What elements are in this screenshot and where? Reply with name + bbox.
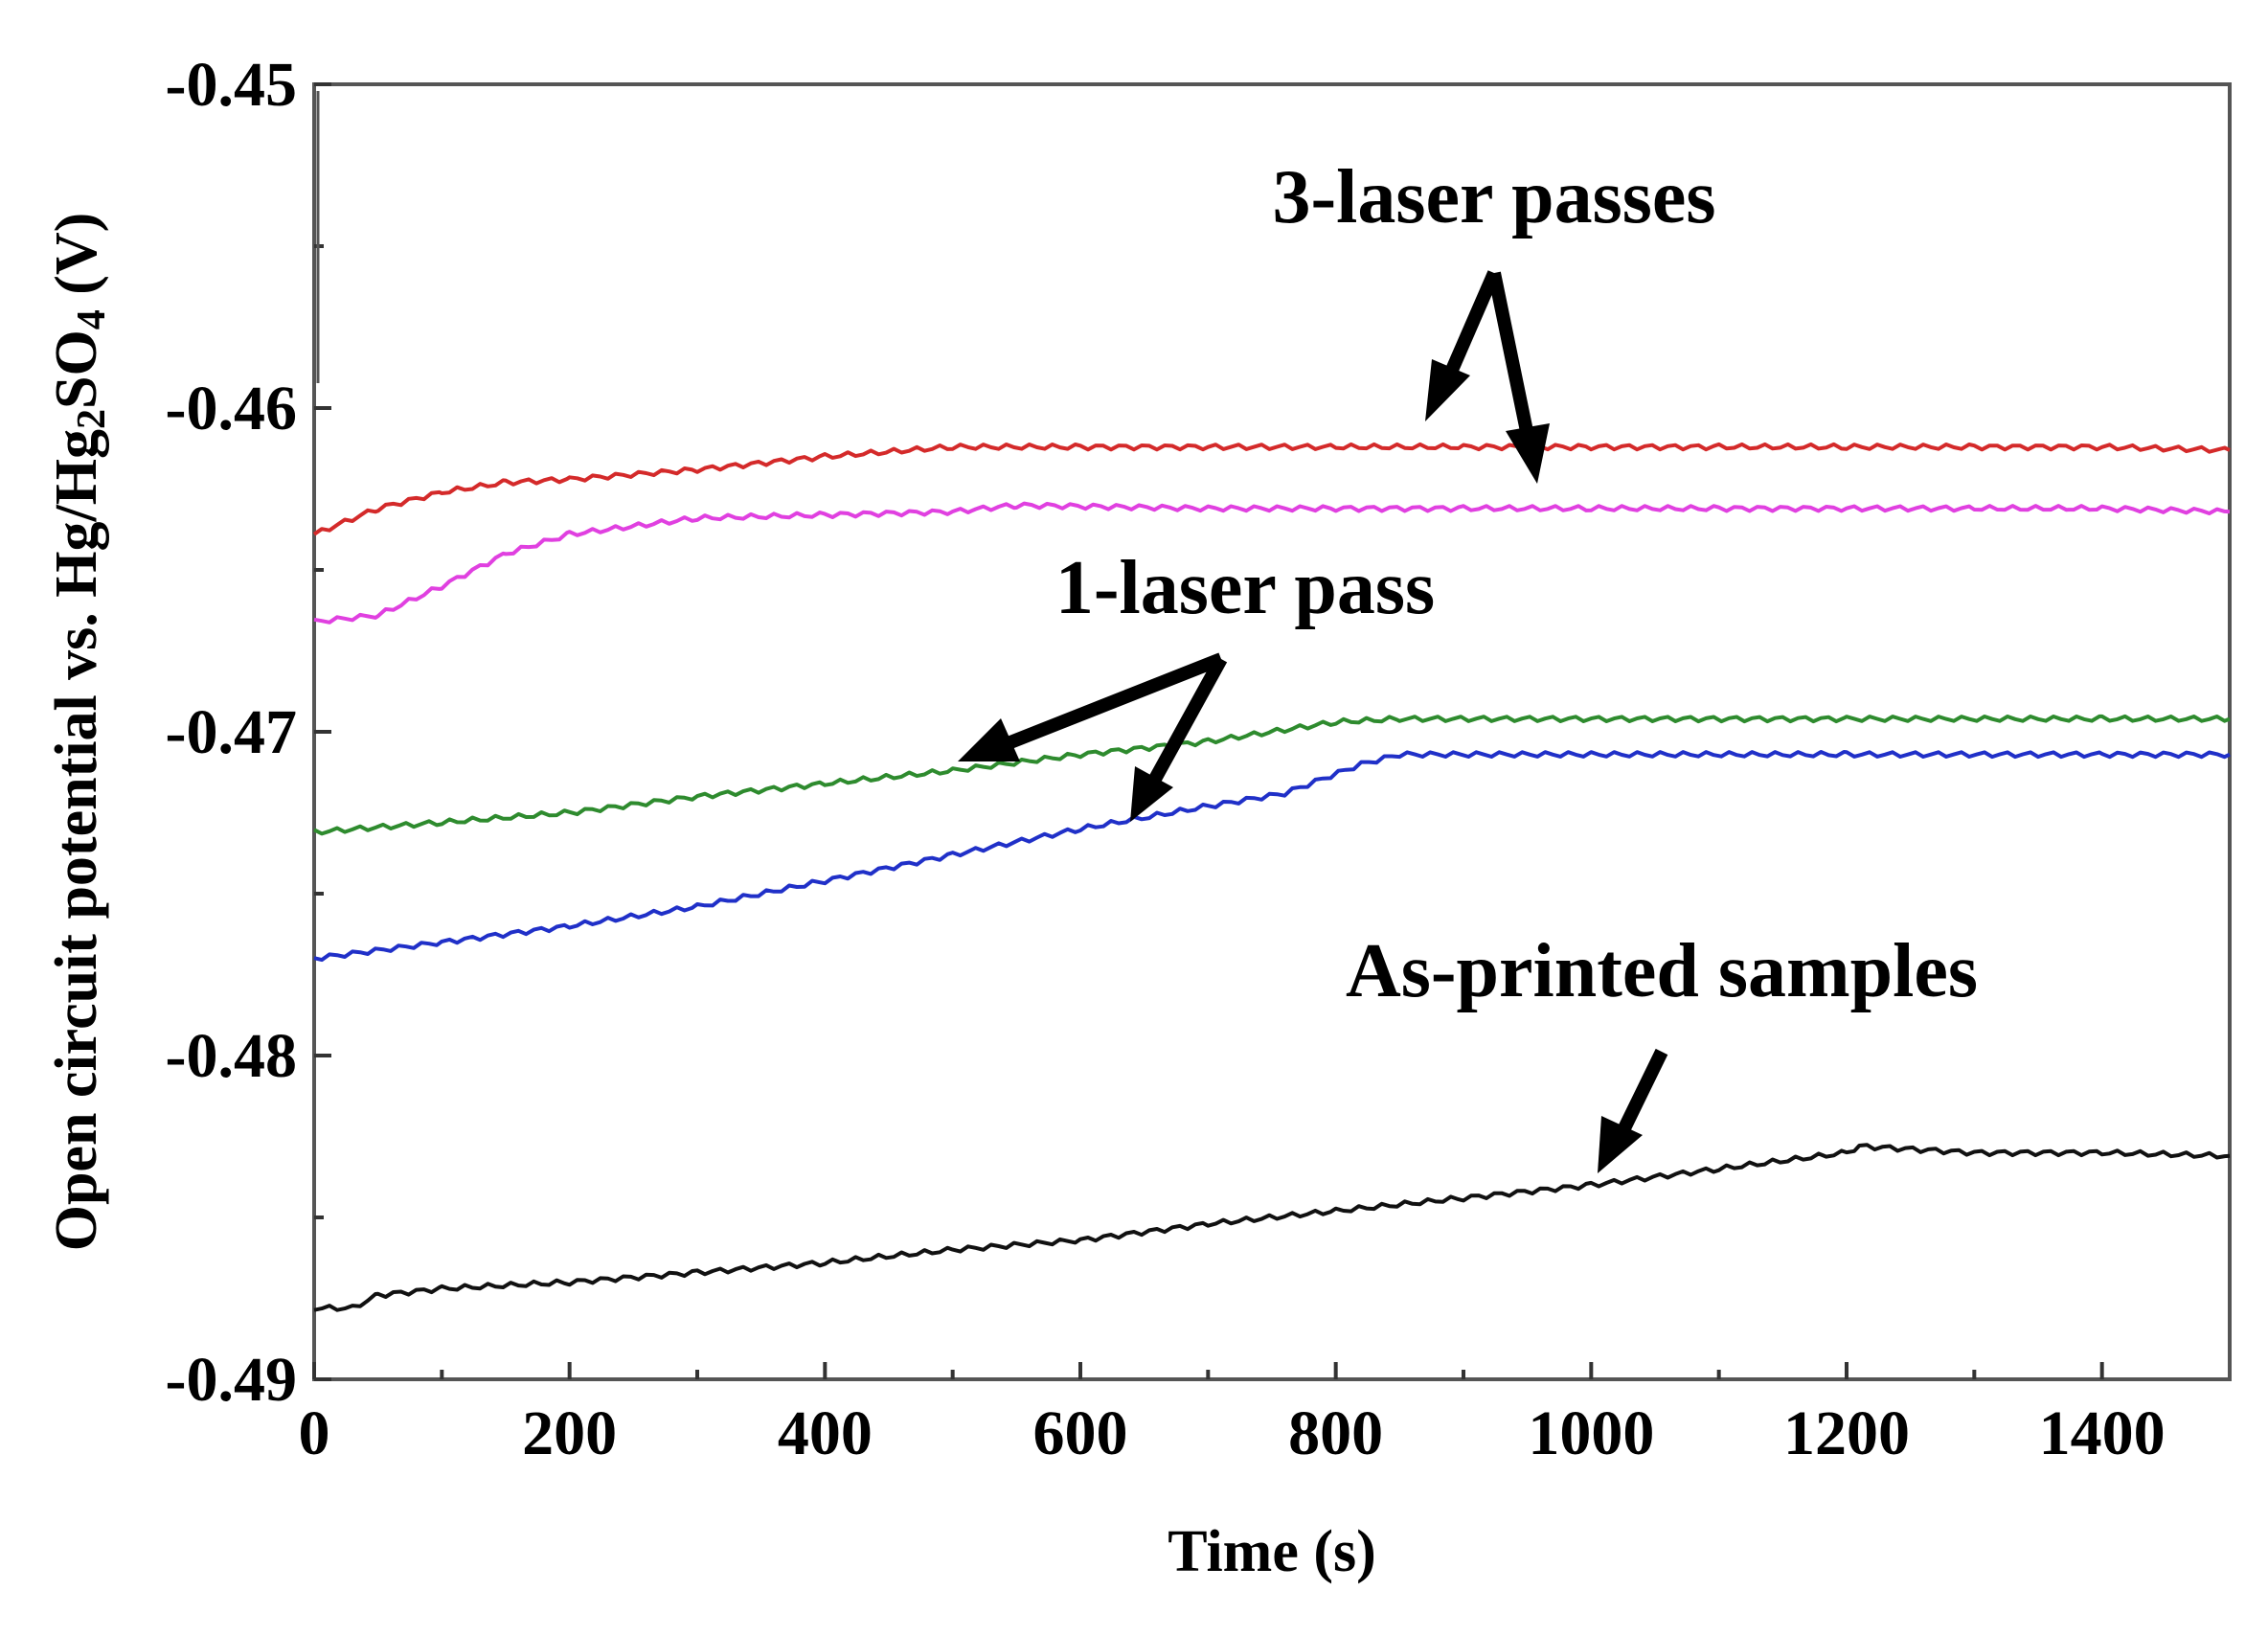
arrow-as-printed <box>1598 1048 1668 1173</box>
series-line <box>312 442 2231 536</box>
x-tick-label: 1400 <box>2039 1398 2166 1468</box>
y-tick-label: -0.45 <box>166 50 297 120</box>
y-tick-label: -0.48 <box>166 1021 297 1091</box>
y-axis-ticks: -0.45 -0.46 -0.47 -0.48 -0.49 <box>166 50 331 1415</box>
y-axis-title: Open circuit potential vs. Hg/Hg2SO4 (V) <box>44 213 114 1252</box>
y-tick-label: -0.46 <box>166 374 297 443</box>
x-tick-label: 200 <box>522 1398 617 1468</box>
y-tick-label: -0.47 <box>166 697 297 767</box>
y-tick-label: -0.49 <box>166 1345 297 1415</box>
series-line <box>313 750 2231 963</box>
arrow-1-laser-blue <box>1130 655 1228 822</box>
annotation-3-laser-passes: 3-laser passes <box>1273 155 1716 239</box>
y-axis-title-sub1: 2 <box>70 409 114 429</box>
arrow-3-laser-magenta <box>1487 271 1550 484</box>
y-axis-title-middle: SO <box>44 329 109 409</box>
y-axis-title-suffix: (V) <box>44 213 109 310</box>
x-tick-label: 400 <box>778 1398 873 1468</box>
x-axis-ticks: 0 200 400 600 800 1000 1200 1400 <box>299 1362 2166 1468</box>
series-line <box>313 501 2231 625</box>
x-axis-title: Time (s) <box>1168 1519 1376 1584</box>
series-layer <box>312 442 2231 1312</box>
x-tick-label: 0 <box>299 1398 330 1468</box>
x-tick-label: 1000 <box>1528 1398 1654 1468</box>
arrow-1-laser-green <box>958 652 1224 761</box>
y-axis-title-sub2: 4 <box>70 309 114 329</box>
series-line <box>313 714 2231 836</box>
x-tick-label: 800 <box>1288 1398 1383 1468</box>
arrow-3-laser-red <box>1425 270 1501 421</box>
annotation-1-laser-pass: 1-laser pass <box>1055 546 1435 630</box>
x-tick-label: 1200 <box>1783 1398 1910 1468</box>
annotation-as-printed-samples: As-printed samples <box>1346 929 1978 1013</box>
series-line <box>313 1143 2231 1312</box>
x-tick-label: 600 <box>1033 1398 1128 1468</box>
y-axis-title-prefix: Open circuit potential vs. Hg/Hg <box>44 429 109 1251</box>
